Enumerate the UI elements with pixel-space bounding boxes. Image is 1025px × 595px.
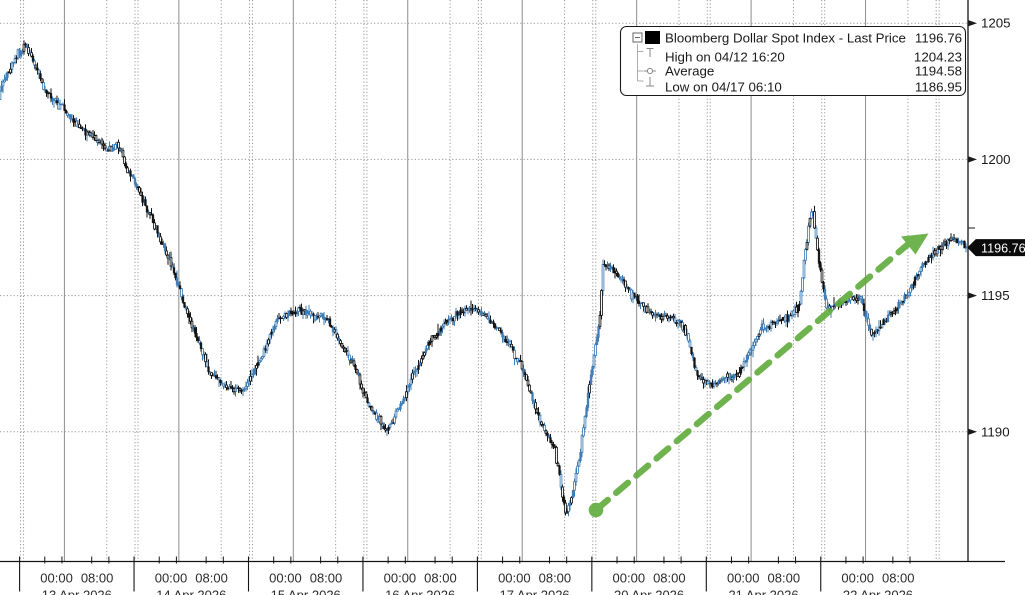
svg-text:16 Apr 2026: 16 Apr 2026 xyxy=(385,588,455,595)
svg-text:08:00: 08:00 xyxy=(310,571,343,586)
svg-text:00:00: 00:00 xyxy=(40,571,73,586)
svg-text:08:00: 08:00 xyxy=(195,571,228,586)
svg-text:08:00: 08:00 xyxy=(424,571,457,586)
svg-text:08:00: 08:00 xyxy=(882,571,915,586)
svg-text:13 Apr 2026: 13 Apr 2026 xyxy=(42,588,112,595)
svg-text:00:00: 00:00 xyxy=(498,571,531,586)
svg-text:22 Apr 2026: 22 Apr 2026 xyxy=(843,588,913,595)
svg-text:08:00: 08:00 xyxy=(539,571,572,586)
svg-text:Bloomberg Dollar Spot Index -: Bloomberg Dollar Spot Index - Last Price xyxy=(665,31,906,46)
svg-text:00:00: 00:00 xyxy=(727,571,760,586)
svg-text:08:00: 08:00 xyxy=(768,571,801,586)
svg-text:1204.23: 1204.23 xyxy=(914,50,962,65)
svg-text:1196.76: 1196.76 xyxy=(915,31,962,46)
svg-text:1200: 1200 xyxy=(981,152,1011,167)
svg-text:1186.95: 1186.95 xyxy=(915,80,962,95)
svg-text:1205: 1205 xyxy=(981,16,1011,31)
svg-text:Low on 04/17 06:10: Low on 04/17 06:10 xyxy=(665,80,782,95)
svg-text:08:00: 08:00 xyxy=(81,571,114,586)
svg-text:1194.58: 1194.58 xyxy=(915,64,962,79)
svg-text:14 Apr 2026: 14 Apr 2026 xyxy=(156,588,226,595)
svg-text:20 Apr 2026: 20 Apr 2026 xyxy=(614,588,684,595)
svg-text:Average: Average xyxy=(665,64,714,79)
svg-text:1190: 1190 xyxy=(981,424,1010,439)
svg-text:00:00: 00:00 xyxy=(155,571,188,586)
svg-text:21 Apr 2026: 21 Apr 2026 xyxy=(728,588,798,595)
svg-text:08:00: 08:00 xyxy=(653,571,686,586)
svg-text:High on 04/12 16:20: High on 04/12 16:20 xyxy=(665,50,785,65)
svg-text:00:00: 00:00 xyxy=(613,571,646,586)
svg-text:17 Apr 2026: 17 Apr 2026 xyxy=(500,588,570,595)
svg-text:15 Apr 2026: 15 Apr 2026 xyxy=(271,588,341,595)
svg-text:00:00: 00:00 xyxy=(384,571,417,586)
svg-text:1196.76: 1196.76 xyxy=(981,241,1025,255)
svg-text:00:00: 00:00 xyxy=(841,571,874,586)
svg-text:00:00: 00:00 xyxy=(269,571,302,586)
svg-text:1195: 1195 xyxy=(981,288,1010,303)
